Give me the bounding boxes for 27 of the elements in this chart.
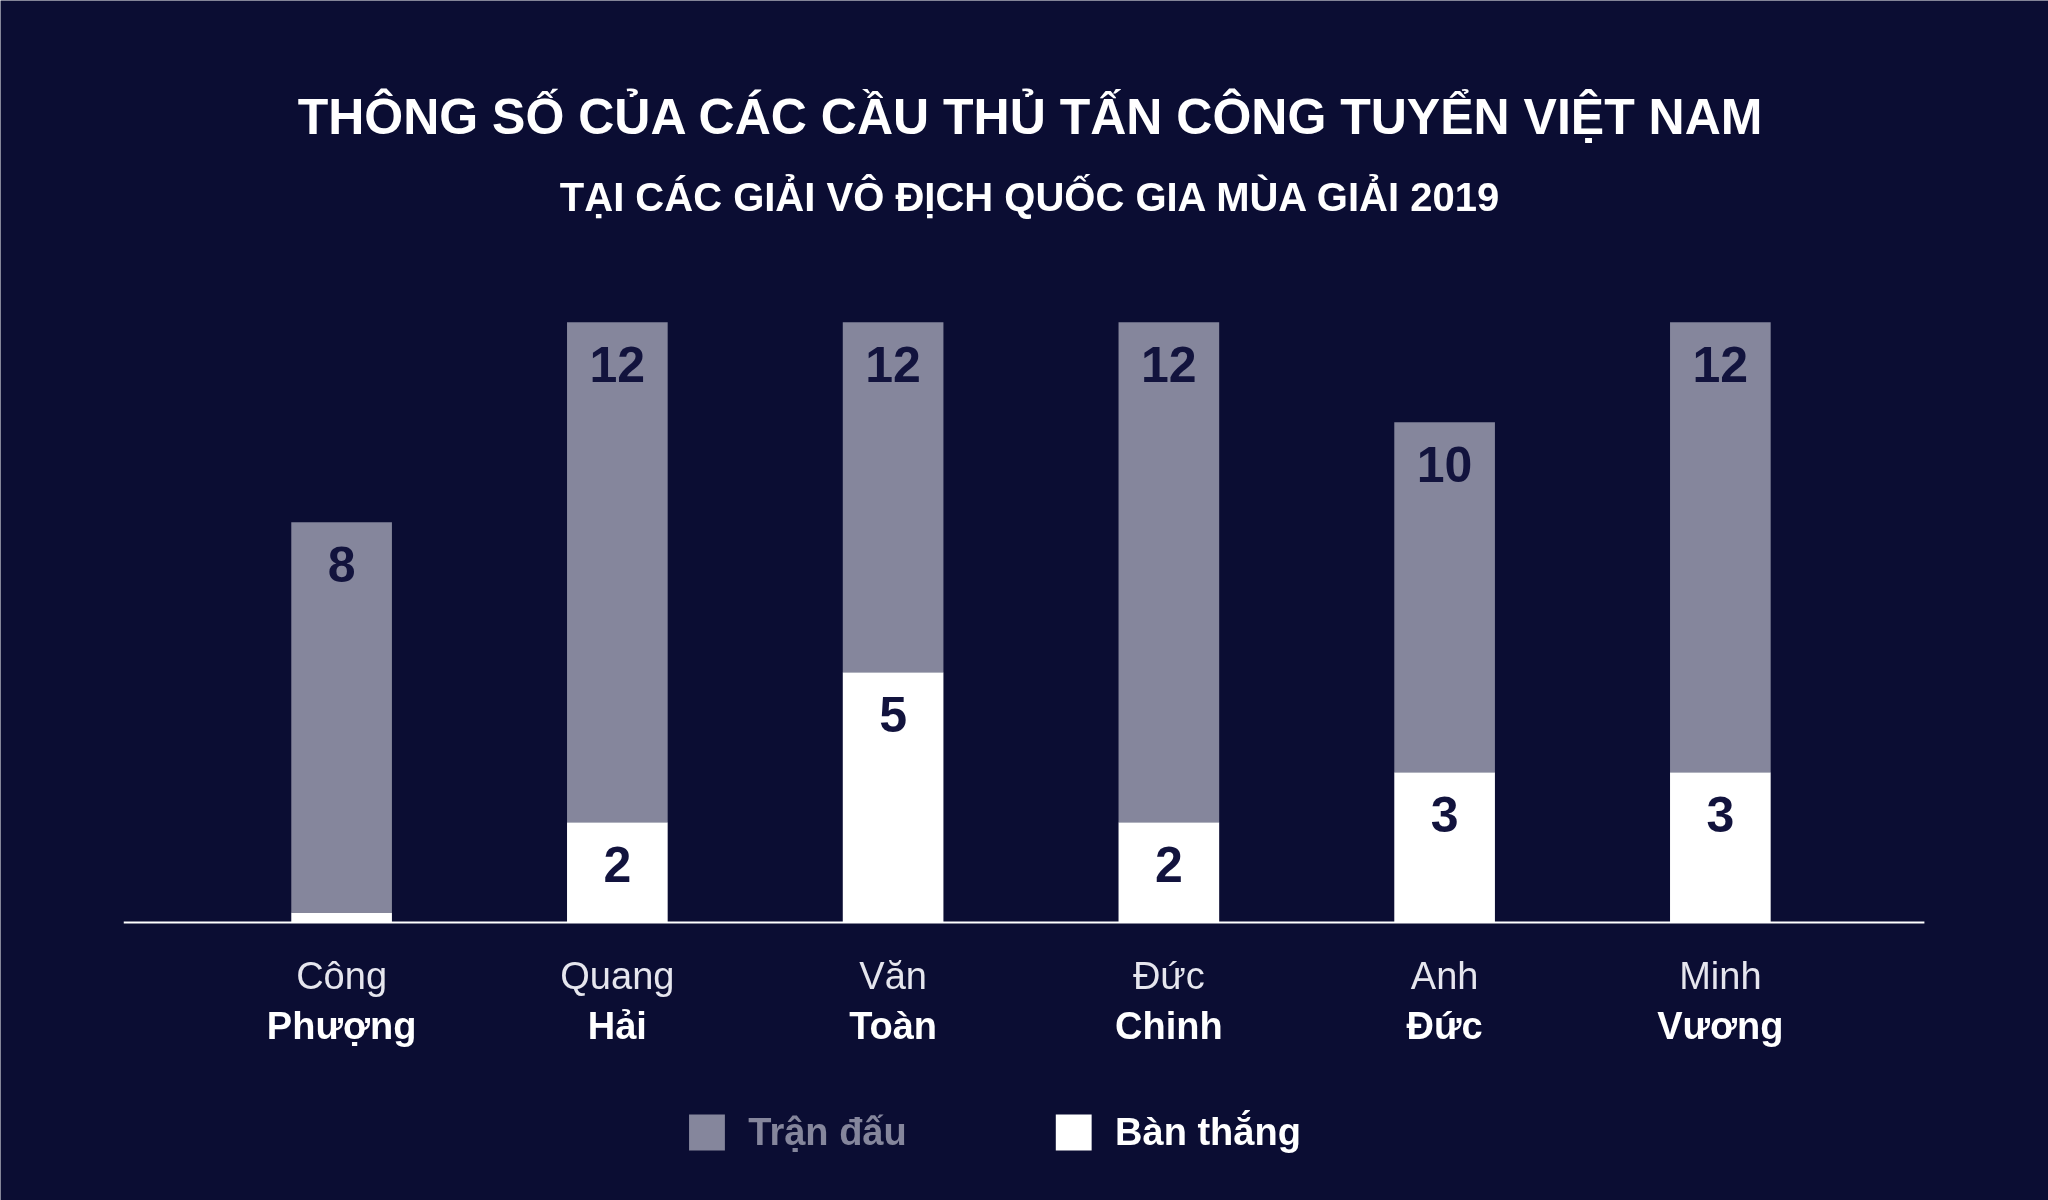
bar	[291, 522, 392, 913]
data-label: 3	[1430, 787, 1459, 844]
x-tick-label: Minh Vương	[1657, 954, 1784, 1047]
data-label: 2	[603, 837, 632, 894]
bar	[1670, 322, 1771, 773]
bar	[1394, 422, 1495, 773]
total-label: 12	[1141, 337, 1197, 394]
x-tick-label: Đức Chinh	[1115, 954, 1223, 1047]
total-label: 12	[589, 337, 646, 394]
total-label: 10	[1416, 437, 1473, 494]
bar	[567, 322, 668, 823]
x-tick-label: Công Phượng	[266, 954, 417, 1047]
data-label: 3	[1706, 787, 1735, 844]
legend-label: Bàn thắng	[1115, 1110, 1301, 1154]
data-label: 2	[1154, 837, 1183, 894]
total-label: 12	[865, 337, 921, 394]
x-tick-label: Quang Hải	[560, 954, 675, 1047]
chart-subtitle: TẠI CÁC GIẢI VÔ ĐỊCH QUỐC GIA MÙA GIẢI 2019	[559, 174, 1500, 220]
legend-label: Trận đấu	[748, 1111, 907, 1154]
total-label: 8	[327, 537, 356, 594]
data-label: 5	[879, 687, 908, 744]
chart-title: THÔNG SỐ CỦA CÁC CẦU THỦ TẤN CÔNG TUYỂN VIỆT NAM	[297, 88, 1763, 146]
bar	[1118, 322, 1220, 823]
total-label: 12	[1692, 337, 1749, 394]
bar	[842, 322, 944, 673]
x-tick-label: Văn Toàn	[849, 954, 938, 1047]
x-tick-label: Anh Đức	[1406, 954, 1483, 1047]
